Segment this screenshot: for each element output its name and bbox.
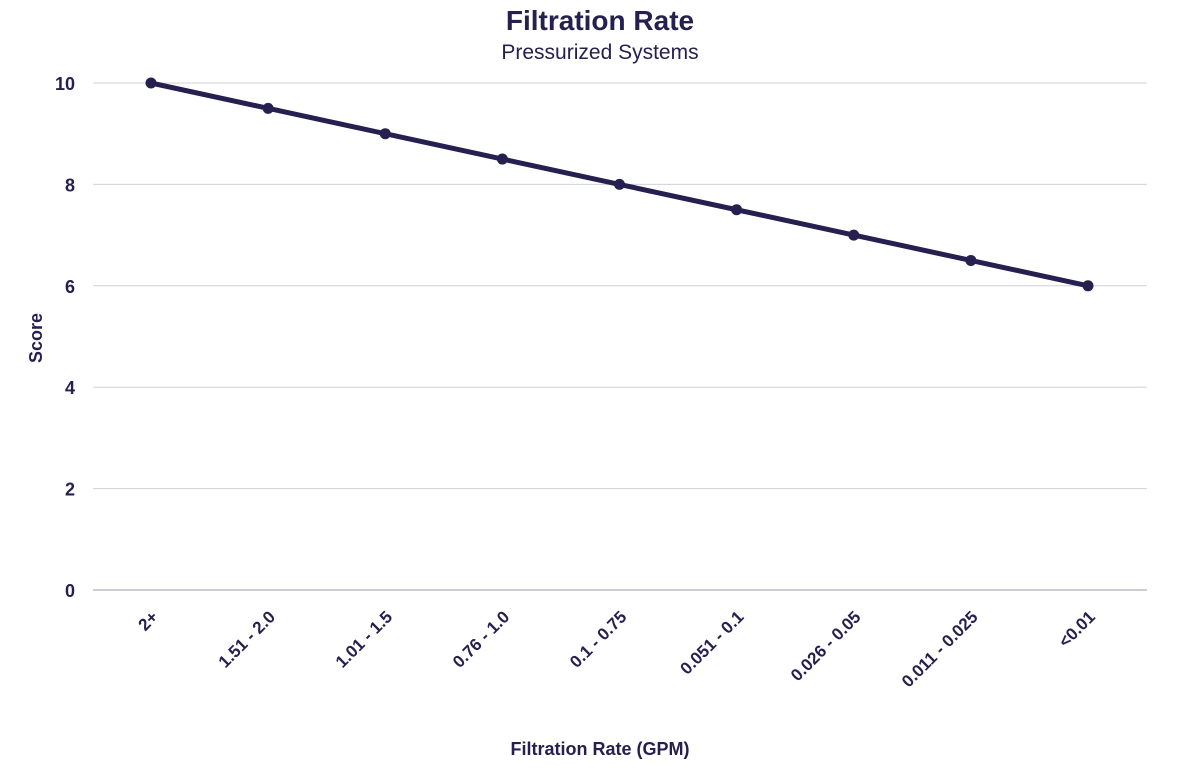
- data-point: [262, 102, 274, 114]
- x-tick-label: <0.01: [1055, 607, 1099, 651]
- data-point: [379, 128, 391, 140]
- data-point: [496, 153, 508, 165]
- x-axis-ticks: 2+ 1.51 - 2.0 1.01 - 1.5 0.76 - 1.0 0.1 - 0.…: [135, 607, 1099, 691]
- gridlines: [93, 82, 1147, 591]
- x-tick-label: 0.1 - 0.75: [566, 607, 630, 671]
- y-axis-ticks: 0 2 4 6 8 10: [55, 74, 75, 601]
- y-tick-label: 2: [65, 480, 75, 500]
- data-point: [614, 178, 625, 190]
- x-tick-label: 1.01 - 1.5: [332, 607, 396, 671]
- data-point: [848, 229, 860, 241]
- y-tick-label: 6: [65, 277, 75, 297]
- y-tick-label: 10: [55, 74, 75, 94]
- x-tick-label: 0.76 - 1.0: [449, 607, 513, 671]
- x-tick-label: 0.026 - 0.05: [787, 607, 865, 685]
- x-tick-label: 0.011 - 0.025: [898, 607, 982, 691]
- data-point: [731, 204, 743, 216]
- y-tick-label: 0: [65, 581, 75, 601]
- data-point: [145, 77, 157, 89]
- data-point: [965, 254, 977, 266]
- chart-title: Filtration Rate: [506, 5, 694, 36]
- data-point: [1082, 280, 1094, 292]
- x-tick-label: 2+: [135, 607, 162, 634]
- y-tick-label: 8: [65, 175, 75, 195]
- y-tick-label: 4: [65, 378, 75, 398]
- x-tick-label: 0.051 - 0.1: [677, 607, 748, 678]
- y-axis-title: Score: [26, 313, 46, 363]
- x-axis-title: Filtration Rate (GPM): [511, 739, 690, 759]
- x-tick-label: 1.51 - 2.0: [215, 607, 279, 671]
- chart-subtitle: Pressurized Systems: [501, 41, 698, 64]
- series-layer: [145, 77, 1094, 292]
